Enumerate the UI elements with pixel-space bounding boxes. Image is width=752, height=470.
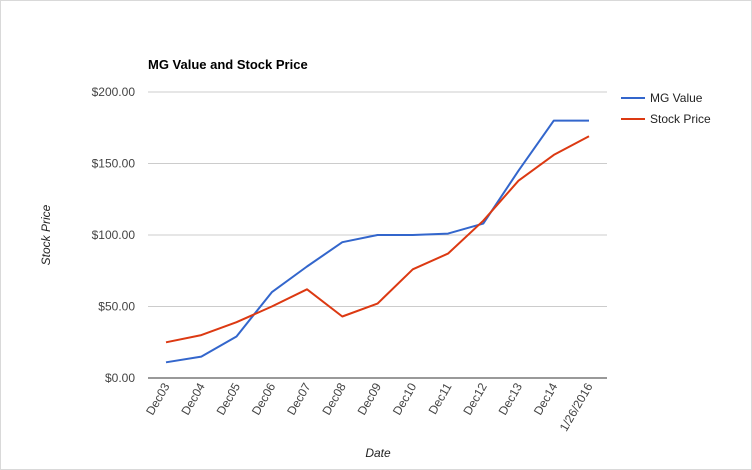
legend: MG Value Stock Price [621,91,711,126]
y-tick-label: $50.00 [98,300,135,314]
series-line-mg-value [165,119,589,364]
y-axis-ticks: $0.00 $50.00 $100.00 $150.00 $200.00 [92,85,136,385]
series-line-stock-price [165,135,590,344]
x-axis-title: Date [365,446,391,460]
y-tick-label: $200.00 [92,85,136,99]
legend-label-mg-value: MG Value [650,91,703,105]
y-tick-label: $100.00 [92,228,136,242]
y-tick-label: $150.00 [92,157,136,171]
y-tick-label: $0.00 [105,371,135,385]
y-axis-title: Stock Price [39,204,53,265]
chart-title: MG Value and Stock Price [148,57,308,72]
series-lines [165,119,590,364]
legend-label-stock-price: Stock Price [650,112,711,126]
